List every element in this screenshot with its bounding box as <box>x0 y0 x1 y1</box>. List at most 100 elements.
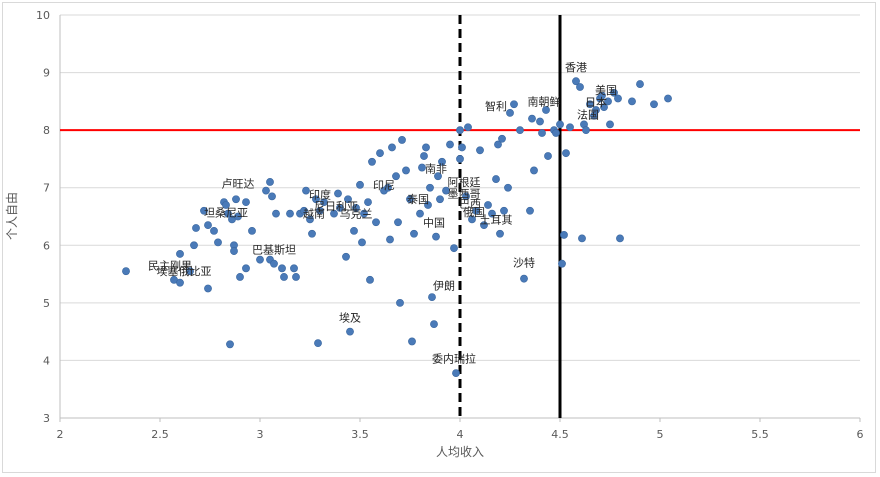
scatter-point <box>410 229 418 238</box>
x-tick-label: 5.5 <box>751 428 769 441</box>
scatter-point <box>506 108 514 117</box>
scatter-point <box>406 195 414 204</box>
scatter-point <box>446 140 454 149</box>
scatter-point <box>278 264 286 273</box>
scatter-point <box>268 192 276 201</box>
scatter-point <box>372 218 380 227</box>
point-label: 泰国 <box>407 192 429 206</box>
y-tick-label: 3 <box>43 412 50 425</box>
scatter-point <box>330 209 338 218</box>
scatter-point <box>600 103 608 112</box>
scatter-point <box>480 221 488 230</box>
scatter-point <box>256 255 264 264</box>
scatter-point <box>388 143 396 152</box>
scatter-point <box>248 226 256 235</box>
scatter-point <box>424 201 432 209</box>
y-tick-label: 7 <box>43 182 50 195</box>
scatter-point <box>356 180 364 189</box>
scatter-point <box>280 273 288 281</box>
scatter-point <box>286 209 294 218</box>
point-label: 南朝鲜 <box>528 94 561 108</box>
x-tick-label: 2 <box>57 428 64 441</box>
scatter-point <box>428 293 436 301</box>
scatter-point <box>438 157 446 166</box>
scatter-point <box>586 100 594 109</box>
scatter-point <box>492 175 500 183</box>
scatter-point <box>272 209 280 218</box>
scatter-point <box>346 327 354 336</box>
scatter-point <box>368 157 376 166</box>
scatter-point <box>396 298 404 307</box>
point-label: 乌克兰 <box>340 207 373 221</box>
scatter-point <box>538 129 546 137</box>
scatter-point <box>452 369 460 377</box>
scatter-point <box>572 77 580 86</box>
tick-labels: 3 4 5 6 7 8 9 10 2 2.5 3 3.5 4 4.5 5 5.5 6 <box>36 9 864 441</box>
y-tick-label: 5 <box>43 297 50 310</box>
scatter-point <box>292 273 300 281</box>
scatter-point <box>230 247 238 255</box>
scatter-point <box>190 241 198 250</box>
y-tick-label: 8 <box>43 124 50 137</box>
scatter-point <box>450 244 458 253</box>
axes <box>59 15 861 422</box>
scatter-point <box>222 201 230 209</box>
scatter-point <box>214 238 222 247</box>
scatter-point <box>336 203 344 212</box>
scatter-point <box>544 152 552 160</box>
scatter-point <box>308 229 316 238</box>
scatter-point <box>236 273 244 281</box>
scatter-point <box>610 88 618 97</box>
scatter-point <box>560 231 568 239</box>
scatter-point <box>352 203 360 212</box>
point-label: 日本 <box>585 95 607 109</box>
scatter-point <box>476 146 484 155</box>
scatter-point <box>498 134 506 143</box>
y-tick-label: 4 <box>43 354 50 367</box>
scatter-point <box>462 192 470 201</box>
point-label: 俄国 <box>463 206 485 219</box>
scatter-point <box>242 264 250 273</box>
scatter-point <box>552 129 560 137</box>
point-label: 埃塞俄比亚 <box>157 264 212 278</box>
scatter-point <box>606 120 614 129</box>
scatter-point <box>312 195 320 204</box>
scatter-point <box>468 215 476 224</box>
scatter-point <box>636 80 644 88</box>
x-tick-label: 2.5 <box>151 428 169 441</box>
scatter-point <box>562 149 570 158</box>
scatter-point <box>200 206 208 215</box>
scatter-point <box>442 186 450 195</box>
x-tick-label: 5 <box>657 428 664 441</box>
scatter-point <box>300 206 308 215</box>
scatter-point <box>314 339 322 348</box>
scatter-point <box>472 206 480 215</box>
point-label: 尼日利亚 <box>314 200 358 213</box>
scatter-point <box>530 166 538 175</box>
scatter-point <box>186 267 194 276</box>
scatter-point <box>364 198 372 207</box>
scatter-point <box>192 224 200 232</box>
scatter-point <box>432 232 440 241</box>
data-points <box>122 77 672 377</box>
scatter-point <box>664 94 672 103</box>
y-tick-label: 9 <box>43 67 50 80</box>
scatter-point <box>458 143 466 152</box>
scatter-point <box>464 123 472 132</box>
scatter-point <box>290 264 298 273</box>
x-axis-title: 人均收入 <box>436 445 484 459</box>
scatter-point <box>418 163 426 172</box>
scatter-point <box>536 117 544 126</box>
point-label: 美国 <box>595 84 617 97</box>
scatter-point <box>604 97 612 106</box>
scatter-point <box>526 206 534 215</box>
scatter-point <box>542 106 550 114</box>
scatter-point <box>582 126 590 135</box>
scatter-point <box>420 152 428 160</box>
y-axis-title: 个人自由 <box>5 192 19 240</box>
scatter-point <box>598 91 606 100</box>
point-label: 坦桑尼亚 <box>204 205 248 219</box>
